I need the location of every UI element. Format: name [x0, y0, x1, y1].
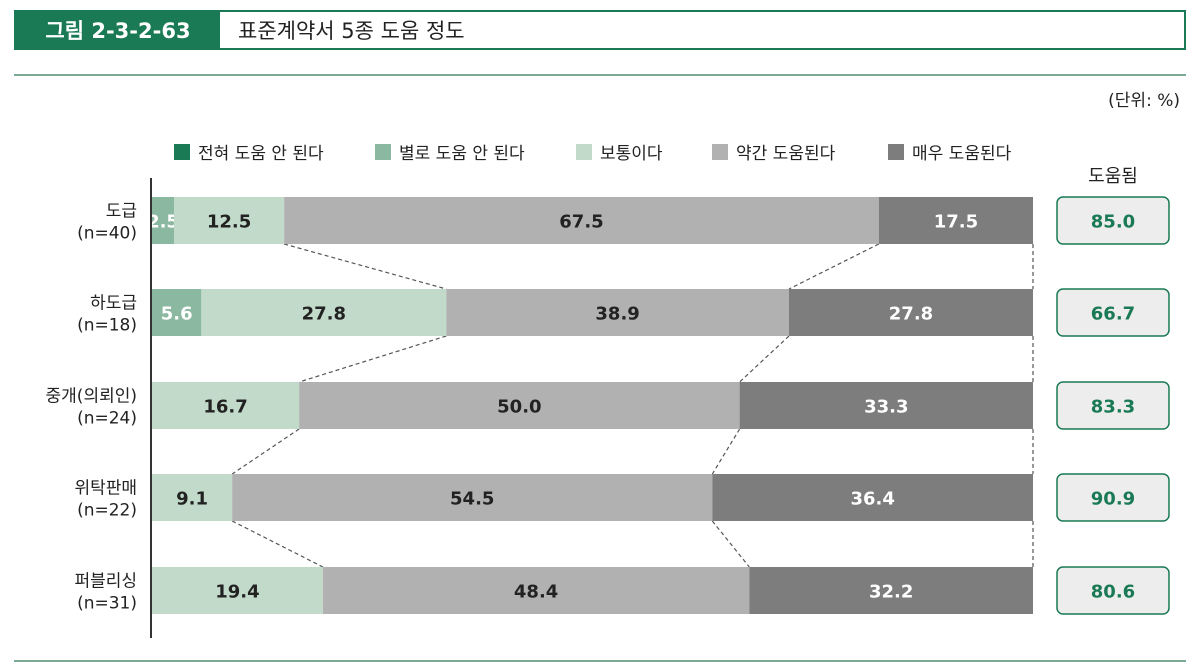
figure-label: 그림 2-3-2-63	[16, 12, 220, 48]
legend-swatch-3	[576, 144, 592, 160]
summary-value: 66.7	[1091, 304, 1135, 325]
summary-box	[1056, 196, 1170, 245]
connector-line	[298, 335, 447, 383]
summary-value: 85.0	[1091, 212, 1135, 233]
summary-value: 83.3	[1091, 397, 1135, 418]
bar-segment	[749, 567, 1033, 614]
bar-segment	[152, 474, 233, 521]
data-label: 17.5	[934, 212, 978, 233]
category-label: 중개(의뢰인)	[46, 387, 137, 407]
data-label: 12.5	[207, 212, 251, 233]
legend-label-5: 매우 도움된다	[912, 144, 1012, 164]
summary-box	[1056, 288, 1170, 337]
data-label: 67.5	[559, 212, 603, 233]
legend-swatch-5	[888, 144, 904, 160]
summary-box	[1056, 566, 1170, 615]
category-count: (n=24)	[77, 409, 137, 429]
legend-swatch-1	[174, 144, 190, 160]
summary-value: 80.6	[1091, 582, 1135, 603]
category-labels: 도급(n=40) 하도급(n=18) 중개(의뢰인)(n=24) 위탁판매(n=22)…	[46, 202, 137, 614]
bar-segment	[712, 474, 1033, 521]
figure-title: 표준계약서 5종 도움 정도	[238, 19, 465, 43]
unit-label: (단위: %)	[1108, 91, 1180, 111]
bar-series: 2.5 12.5 67.5 17.5 5.6 27.8 38.9 27.8 16.7 50.0 33…	[147, 197, 1033, 614]
category-count: (n=40)	[77, 224, 137, 244]
data-label: 16.7	[203, 397, 247, 418]
category-count: (n=31)	[77, 594, 137, 614]
legend-label-4: 약간 도움된다	[736, 144, 836, 164]
data-label: 38.9	[595, 304, 639, 325]
category-count: (n=22)	[77, 501, 137, 521]
data-label: 33.3	[864, 397, 908, 418]
data-label: 27.8	[889, 304, 933, 325]
data-label: 27.8	[302, 304, 346, 325]
bar-segment	[788, 289, 1033, 336]
bottom-rule	[14, 660, 1186, 662]
category-label: 위탁판매	[74, 479, 137, 499]
summary-box	[1056, 473, 1170, 522]
data-label: 36.4	[850, 489, 894, 510]
top-rule	[14, 74, 1186, 76]
connector-line	[711, 428, 741, 475]
data-label: 19.4	[215, 582, 259, 603]
data-label: 5.6	[161, 304, 193, 325]
bar-segment	[174, 197, 285, 244]
figure-header: 그림 2-3-2-63 표준계약서 5종 도움 정도	[14, 10, 1186, 50]
data-label: 9.1	[176, 489, 208, 510]
connector-line	[231, 520, 324, 568]
bar-segment	[232, 474, 713, 521]
category-label: 퍼블리싱	[74, 572, 137, 592]
connector-lines	[231, 243, 1034, 568]
bar-segment	[878, 197, 1033, 244]
connector-line	[283, 243, 447, 290]
connector-line	[739, 335, 790, 383]
data-label: 50.0	[497, 397, 541, 418]
summary-box	[1056, 381, 1170, 430]
data-label: 48.4	[514, 582, 558, 603]
legend-label-2: 별로 도움 안 된다	[399, 144, 525, 164]
bar-segment	[284, 197, 879, 244]
bar-segment	[152, 382, 300, 429]
legend-label-1: 전혀 도움 안 된다	[198, 144, 324, 164]
bar-segment	[152, 567, 323, 614]
connector-line	[788, 243, 880, 290]
chart-legend: 전혀 도움 안 된다 별로 도움 안 된다 보통이다 약간 도움된다 매우 도움된다	[174, 144, 1012, 164]
bar-segment	[299, 382, 740, 429]
data-label: 32.2	[869, 582, 913, 603]
legend-swatch-2	[375, 144, 391, 160]
bar-segment	[152, 289, 202, 336]
bar-segment	[322, 567, 750, 614]
summary-header: 도움됨	[1088, 166, 1138, 187]
summary-column: 도움됨 85.0 66.7 83.3 90.9 80.6	[1056, 166, 1170, 615]
category-count: (n=18)	[77, 316, 137, 336]
bar-segment	[446, 289, 789, 336]
legend-label-3: 보통이다	[600, 144, 663, 164]
category-label: 하도급	[90, 294, 137, 314]
category-label: 도급	[106, 202, 137, 222]
data-label: 2.5	[147, 212, 179, 233]
legend-swatch-4	[712, 144, 728, 160]
connector-line	[711, 520, 750, 568]
bar-segment	[152, 197, 175, 244]
summary-value: 90.9	[1091, 489, 1135, 510]
bar-segment	[739, 382, 1033, 429]
bar-segment	[201, 289, 447, 336]
connector-line	[231, 428, 300, 475]
data-label: 54.5	[450, 489, 494, 510]
